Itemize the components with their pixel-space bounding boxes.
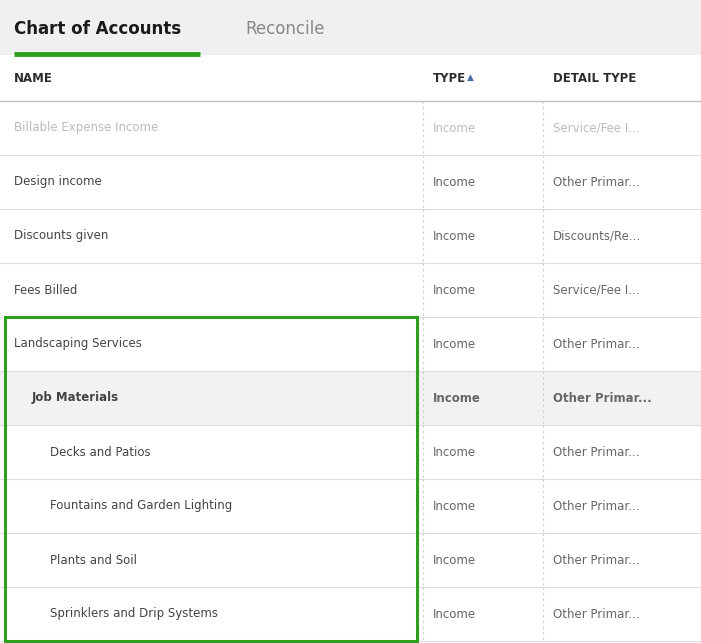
Text: Income: Income	[433, 608, 476, 620]
Text: Design income: Design income	[14, 176, 102, 188]
Text: Fees Billed: Fees Billed	[14, 284, 77, 296]
Bar	[0, 587, 701, 641]
Text: Other Primar...: Other Primar...	[553, 608, 639, 620]
Text: Other Primar...: Other Primar...	[553, 446, 639, 458]
Text: Other Primar...: Other Primar...	[553, 176, 639, 188]
Text: Income: Income	[433, 446, 476, 458]
Text: ▲: ▲	[467, 73, 474, 82]
Text: DETAIL TYPE: DETAIL TYPE	[553, 71, 637, 84]
Text: Other Primar...: Other Primar...	[553, 500, 639, 512]
Bar	[5, 317, 417, 641]
Bar	[0, 533, 701, 587]
Bar	[0, 371, 701, 425]
Text: Income: Income	[433, 392, 481, 404]
Bar	[0, 479, 701, 533]
Text: Billable Expense Income: Billable Expense Income	[14, 122, 158, 134]
Text: Other Primar...: Other Primar...	[553, 392, 652, 404]
Text: Job Materials: Job Materials	[32, 392, 119, 404]
Text: Income: Income	[433, 176, 476, 188]
Text: Income: Income	[433, 500, 476, 512]
Text: Sprinklers and Drip Systems: Sprinklers and Drip Systems	[50, 608, 218, 620]
Text: Chart of Accounts: Chart of Accounts	[14, 19, 181, 37]
Text: Other Primar...: Other Primar...	[553, 554, 639, 566]
Bar	[0, 55, 701, 101]
Text: Income: Income	[433, 554, 476, 566]
Bar	[0, 209, 701, 263]
Text: Other Primar...: Other Primar...	[553, 338, 639, 350]
Text: Income: Income	[433, 122, 476, 134]
Bar	[0, 263, 701, 317]
Text: Reconcile: Reconcile	[245, 19, 325, 37]
Text: Service/Fee I...: Service/Fee I...	[553, 284, 639, 296]
Text: Service/Fee I...: Service/Fee I...	[553, 122, 639, 134]
Text: Plants and Soil: Plants and Soil	[50, 554, 137, 566]
Text: Discounts given: Discounts given	[14, 230, 109, 242]
Bar	[0, 155, 701, 209]
Text: Discounts/Re...: Discounts/Re...	[553, 230, 641, 242]
Text: Fountains and Garden Lighting: Fountains and Garden Lighting	[50, 500, 232, 512]
Bar	[0, 0, 701, 55]
Text: NAME: NAME	[14, 71, 53, 84]
Text: Income: Income	[433, 284, 476, 296]
Text: Income: Income	[433, 338, 476, 350]
Text: Income: Income	[433, 230, 476, 242]
Bar	[0, 101, 701, 155]
Bar	[0, 425, 701, 479]
Text: Decks and Patios: Decks and Patios	[50, 446, 151, 458]
Bar	[0, 317, 701, 371]
Text: Landscaping Services: Landscaping Services	[14, 338, 142, 350]
Text: TYPE: TYPE	[433, 71, 466, 84]
